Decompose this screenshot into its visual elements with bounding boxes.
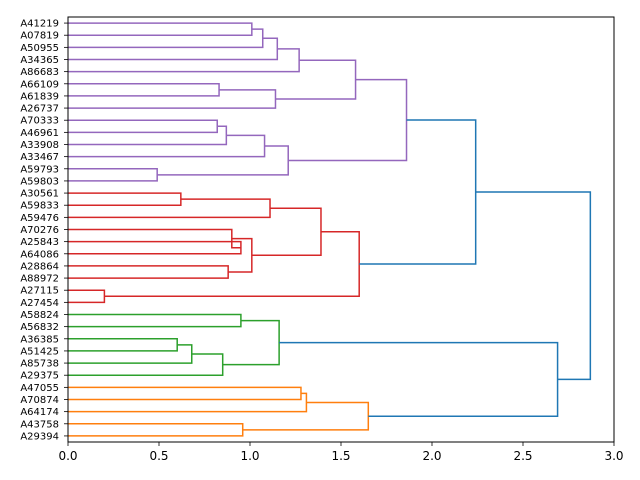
dendrogram-link <box>68 198 271 219</box>
leaf-label: A27115 <box>20 286 59 297</box>
leaf-label: A36385 <box>20 334 59 345</box>
dendrogram-link <box>251 207 322 257</box>
leaf-label: A59793 <box>20 164 59 175</box>
leaf-label: A59476 <box>20 213 59 224</box>
leaf-label: A07819 <box>20 31 59 42</box>
x-tick-label: 1.5 <box>331 449 350 463</box>
leaf-label: A85738 <box>20 359 59 370</box>
dendrogram-link <box>68 386 302 401</box>
leaf-label: A70333 <box>20 116 59 127</box>
dendrogram-link <box>68 228 241 249</box>
dendrogram-link <box>68 392 308 413</box>
dendrogram-link <box>68 168 158 182</box>
leaf-label: A27454 <box>20 298 59 309</box>
dendrogram-link <box>279 341 559 417</box>
dendrogram-link <box>68 192 182 206</box>
dendrogram-link <box>68 134 266 158</box>
dendrogram-link <box>68 48 300 73</box>
leaf-label: A61839 <box>20 91 59 102</box>
leaf-label: A56832 <box>20 322 59 333</box>
dendrogram-link <box>68 313 242 328</box>
leaf-label: A86683 <box>20 67 59 78</box>
leaf-label: A43758 <box>20 419 59 430</box>
leaf-label: A88972 <box>20 274 59 285</box>
dendrogram-link <box>68 37 279 61</box>
dendrogram-link <box>288 78 408 162</box>
leaf-label: A51425 <box>20 346 59 357</box>
x-axis-ticks: 0.0 0.5 1.0 1.5 2.0 2.5 3.0 <box>58 442 624 463</box>
leaf-labels: A41219A07819A50955A34365A86683A66109A618… <box>20 19 68 442</box>
leaf-label: A70874 <box>20 395 59 406</box>
leaf-label: A33467 <box>20 152 59 163</box>
x-tick-label: 2.5 <box>513 449 532 463</box>
dendrogram-links <box>68 22 592 437</box>
dendrogram-link <box>68 119 218 134</box>
leaf-label: A58824 <box>20 310 59 321</box>
dendrogram-link <box>157 145 289 176</box>
leaf-label: A41219 <box>20 19 59 30</box>
dendrogram-link <box>242 401 370 431</box>
dendrogram-link <box>68 28 264 49</box>
leaf-label: A34365 <box>20 55 59 66</box>
leaf-label: A64174 <box>20 407 59 418</box>
dendrogram-link <box>68 344 193 364</box>
leaf-label: A46961 <box>20 128 59 139</box>
leaf-label: A59833 <box>20 201 59 212</box>
dendrogram-link <box>68 22 253 36</box>
dendrogram-link <box>68 265 229 279</box>
dendrogram-link <box>68 89 277 109</box>
dendrogram-link <box>68 338 178 352</box>
dendrogram-link <box>68 353 224 376</box>
leaf-label: A33908 <box>20 140 59 151</box>
leaf-label: A70276 <box>20 225 59 236</box>
leaf-label: A50955 <box>20 43 59 54</box>
x-tick-label: 1.0 <box>240 449 259 463</box>
dendrogram-link <box>68 423 244 437</box>
leaf-label: A59803 <box>20 176 59 187</box>
leaf-label: A29375 <box>20 371 59 382</box>
leaf-label: A47055 <box>20 383 59 394</box>
dendrogram-link <box>68 83 220 97</box>
leaf-label: A28864 <box>20 261 59 272</box>
leaf-label: A66109 <box>20 79 59 90</box>
dendrogram-link <box>359 119 477 265</box>
leaf-label: A25843 <box>20 237 59 248</box>
dendrogram-link <box>275 59 357 100</box>
x-tick-label: 2.0 <box>422 449 441 463</box>
leaf-label: A30561 <box>20 189 59 200</box>
x-tick-label: 0.0 <box>58 449 77 463</box>
dendrogram-link <box>68 125 228 146</box>
dendrogram-link <box>475 191 592 381</box>
x-tick-label: 0.5 <box>149 449 168 463</box>
dendrogram-link <box>68 240 242 255</box>
leaf-label: A26737 <box>20 104 59 115</box>
x-tick-label: 3.0 <box>604 449 623 463</box>
dendrogram-link <box>68 289 106 304</box>
leaf-label: A64086 <box>20 249 59 260</box>
leaf-label: A29394 <box>20 431 59 442</box>
